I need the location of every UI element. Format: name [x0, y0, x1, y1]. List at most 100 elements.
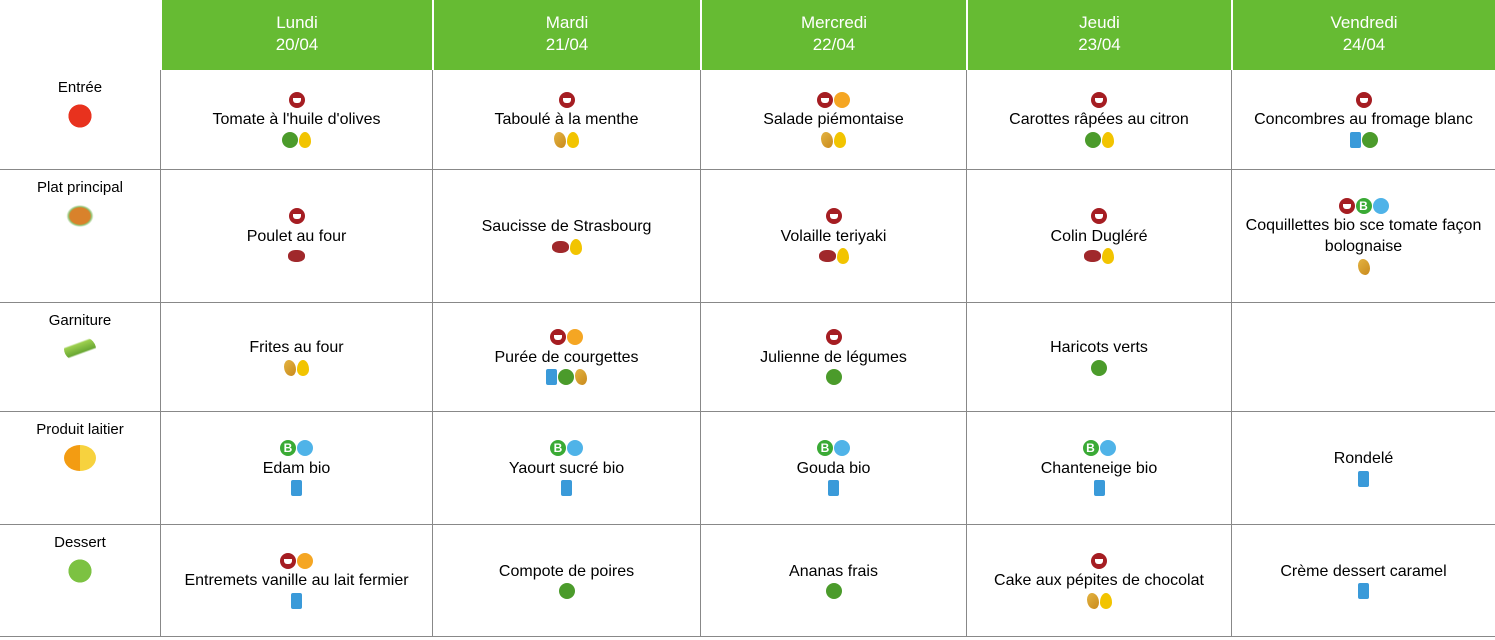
- menu-cell: Julienne de légumes: [700, 303, 966, 412]
- icon-oil: [1099, 592, 1112, 609]
- course-name: Entrée: [57, 79, 103, 96]
- icon-wheat: [1357, 258, 1370, 275]
- icon-oil: [1101, 131, 1114, 148]
- day-name: Lundi: [276, 13, 318, 32]
- menu-cell: Crème dessert caramel: [1231, 525, 1495, 637]
- icon-pot: [1355, 91, 1372, 108]
- dish: Carottes râpées au citron: [1009, 111, 1189, 128]
- icon-label: [1099, 440, 1116, 456]
- icon-row: [291, 479, 302, 498]
- dish: Taboulé à la menthe: [494, 111, 639, 128]
- menu-cell: B Edam bio: [160, 412, 432, 525]
- icon-oil: [1102, 248, 1114, 264]
- icon-pot: [817, 91, 833, 108]
- course-label: Plat principal: [0, 170, 160, 303]
- icon-bio: B: [280, 440, 296, 456]
- dish: Volaille teriyaki: [780, 227, 887, 245]
- icon-row: [1084, 247, 1114, 266]
- icon-row: [1084, 130, 1114, 149]
- day-header: Lundi 20/04: [160, 0, 432, 70]
- icon-meat: [818, 250, 836, 262]
- day-date: 20/04: [275, 35, 319, 54]
- course-icon: [64, 445, 96, 471]
- menu-cell: B Chanteneige bio: [966, 412, 1231, 525]
- icon-wheat: [575, 369, 587, 385]
- course-name: Dessert: [54, 534, 106, 551]
- day-header: Mardi 21/04: [432, 0, 700, 70]
- icon-row: [818, 247, 849, 266]
- course-label: Dessert: [0, 525, 160, 637]
- icon-veg: [1084, 131, 1101, 148]
- icon-milk: [1358, 470, 1369, 487]
- icon-milk: [561, 480, 572, 496]
- menu-cell: Poulet au four: [160, 170, 432, 303]
- icon-row: [1355, 90, 1372, 109]
- icon-pot: [558, 91, 575, 108]
- icon-pot: [1091, 208, 1107, 224]
- icon-pot: [550, 329, 566, 345]
- menu-cell: [1231, 303, 1495, 412]
- menu-cell: B Gouda bio: [700, 412, 966, 525]
- icon-milk: [828, 480, 839, 496]
- icon-pot: [825, 208, 842, 224]
- icon-meat: [1084, 250, 1101, 262]
- icon-oil: [567, 131, 579, 148]
- icon-row: [288, 90, 305, 109]
- course-name: Plat principal: [37, 179, 123, 196]
- icon-row: [1086, 591, 1112, 610]
- dish: Salade piémontaise: [763, 111, 904, 128]
- icon-local: [567, 329, 583, 345]
- icon-wheat: [1086, 592, 1099, 609]
- icon-milk: [1093, 480, 1105, 496]
- icon-veg: [1361, 131, 1378, 148]
- icon-wheat: [284, 359, 296, 376]
- dish: Crème dessert caramel: [1280, 562, 1447, 580]
- dish: Gouda bio: [796, 459, 871, 477]
- icon-meat: [288, 250, 305, 262]
- icon-row: [1091, 90, 1107, 109]
- icon-row: B: [550, 439, 583, 458]
- course-name: Produit laitier: [36, 421, 124, 438]
- menu-cell: Cake aux pépites de chocolat: [966, 525, 1231, 637]
- menu-cell: Carottes râpées au citron: [966, 70, 1231, 170]
- icon-row: [280, 551, 313, 570]
- icon-oil: [834, 131, 846, 148]
- course-label: Entrée: [0, 70, 160, 170]
- icon-row: [554, 130, 579, 149]
- icon-label: [1372, 197, 1389, 214]
- icon-row: [1358, 469, 1369, 488]
- menu-cell: Rondelé: [1231, 412, 1495, 525]
- icon-label: [297, 440, 313, 456]
- dish: Concombres au fromage blanc: [1254, 111, 1473, 128]
- icon-row: [561, 479, 572, 498]
- menu-cell: Volaille teriyaki: [700, 170, 966, 303]
- menu-cell: Salade piémontaise: [700, 70, 966, 170]
- dish: Saucisse de Strasbourg: [481, 218, 652, 235]
- icon-bio: B: [550, 440, 566, 456]
- day-header: Vendredi 24/04: [1231, 0, 1495, 70]
- day-date: 23/04: [1078, 35, 1121, 54]
- icon-row: B: [1082, 439, 1116, 458]
- icon-row: [288, 207, 305, 226]
- icon-row: [1349, 130, 1378, 149]
- day-header: Jeudi 23/04: [966, 0, 1231, 70]
- icon-pot: [1091, 91, 1107, 108]
- icon-oil: [836, 248, 849, 264]
- icon-row: [551, 237, 582, 256]
- icon-pot: [288, 91, 305, 108]
- icon-row: [821, 130, 846, 149]
- menu-cell: Ananas frais: [700, 525, 966, 637]
- icon-row: B: [817, 439, 850, 458]
- icon-pot: [288, 208, 305, 224]
- menu-cell: Haricots verts: [966, 303, 1231, 412]
- dish: Chanteneige bio: [1040, 459, 1158, 477]
- menu-cell: Frites au four: [160, 303, 432, 412]
- dish: Coquillettes bio sce tomate façon bologn…: [1245, 217, 1482, 255]
- course-icon: [64, 336, 96, 362]
- dish: Frites au four: [249, 339, 344, 356]
- menu-cell: Entremets vanille au lait fermier: [160, 525, 432, 637]
- day-date: 21/04: [545, 35, 589, 54]
- dish: Colin Dugléré: [1050, 227, 1148, 245]
- icon-row: [1093, 479, 1105, 498]
